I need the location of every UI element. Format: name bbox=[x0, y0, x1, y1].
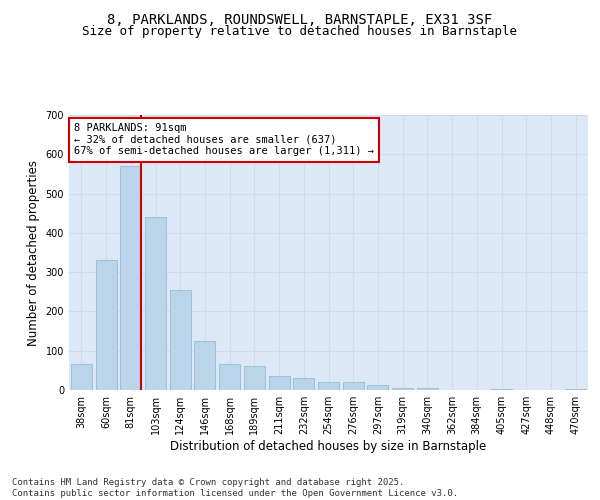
Bar bbox=[95, 260, 116, 390]
Bar bbox=[367, 386, 388, 390]
Text: Contains HM Land Registry data © Crown copyright and database right 2025.
Contai: Contains HM Land Registry data © Crown c… bbox=[12, 478, 458, 498]
Y-axis label: Number of detached properties: Number of detached properties bbox=[27, 160, 40, 346]
Bar bbox=[318, 382, 339, 390]
Bar bbox=[120, 166, 141, 390]
Bar bbox=[269, 376, 290, 390]
X-axis label: Distribution of detached houses by size in Barnstaple: Distribution of detached houses by size … bbox=[170, 440, 487, 453]
Bar bbox=[71, 364, 92, 390]
Bar bbox=[244, 366, 265, 390]
Bar bbox=[194, 341, 215, 390]
Bar bbox=[491, 389, 512, 390]
Bar bbox=[293, 378, 314, 390]
Bar bbox=[392, 388, 413, 390]
Text: 8, PARKLANDS, ROUNDSWELL, BARNSTAPLE, EX31 3SF: 8, PARKLANDS, ROUNDSWELL, BARNSTAPLE, EX… bbox=[107, 12, 493, 26]
Bar bbox=[417, 388, 438, 390]
Bar bbox=[343, 382, 364, 390]
Bar bbox=[145, 217, 166, 390]
Bar bbox=[565, 389, 586, 390]
Text: 8 PARKLANDS: 91sqm
← 32% of detached houses are smaller (637)
67% of semi-detach: 8 PARKLANDS: 91sqm ← 32% of detached hou… bbox=[74, 123, 374, 156]
Bar bbox=[170, 290, 191, 390]
Bar bbox=[219, 364, 240, 390]
Text: Size of property relative to detached houses in Barnstaple: Size of property relative to detached ho… bbox=[83, 25, 517, 38]
